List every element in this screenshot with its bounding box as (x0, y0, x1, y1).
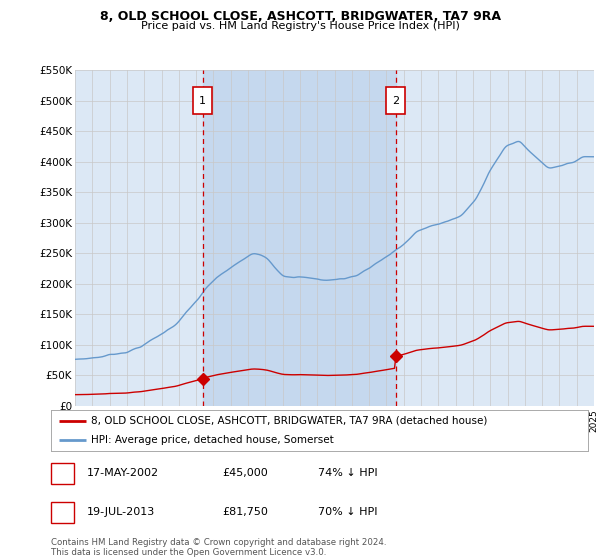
Text: 70% ↓ HPI: 70% ↓ HPI (318, 507, 377, 517)
Text: 2: 2 (59, 507, 66, 517)
FancyBboxPatch shape (193, 87, 212, 114)
Text: 74% ↓ HPI: 74% ↓ HPI (318, 468, 377, 478)
Text: £45,000: £45,000 (222, 468, 268, 478)
Text: Contains HM Land Registry data © Crown copyright and database right 2024.
This d: Contains HM Land Registry data © Crown c… (51, 538, 386, 557)
Text: HPI: Average price, detached house, Somerset: HPI: Average price, detached house, Some… (91, 435, 334, 445)
Text: 8, OLD SCHOOL CLOSE, ASHCOTT, BRIDGWATER, TA7 9RA (detached house): 8, OLD SCHOOL CLOSE, ASHCOTT, BRIDGWATER… (91, 416, 488, 426)
Text: Price paid vs. HM Land Registry's House Price Index (HPI): Price paid vs. HM Land Registry's House … (140, 21, 460, 31)
Text: 8, OLD SCHOOL CLOSE, ASHCOTT, BRIDGWATER, TA7 9RA: 8, OLD SCHOOL CLOSE, ASHCOTT, BRIDGWATER… (100, 10, 500, 23)
Text: 1: 1 (59, 468, 66, 478)
Text: £81,750: £81,750 (222, 507, 268, 517)
Text: 2: 2 (392, 96, 400, 105)
Text: 19-JUL-2013: 19-JUL-2013 (87, 507, 155, 517)
Text: 1: 1 (199, 96, 206, 105)
Text: 17-MAY-2002: 17-MAY-2002 (87, 468, 159, 478)
FancyBboxPatch shape (386, 87, 406, 114)
Bar (203, 70, 396, 406)
